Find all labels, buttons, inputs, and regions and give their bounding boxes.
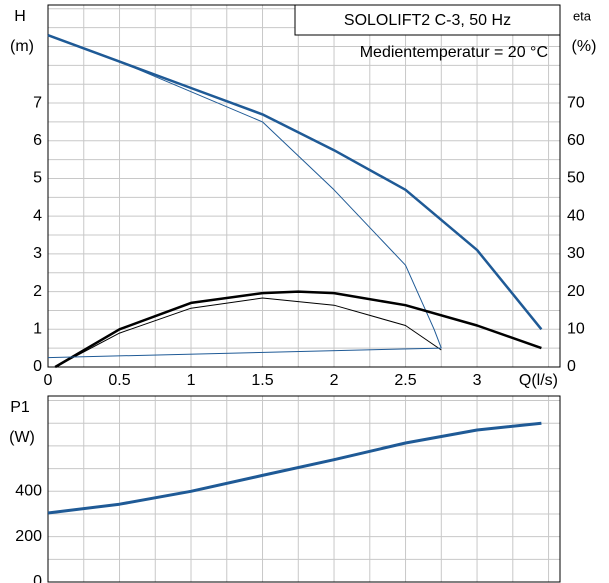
y-tick-label: 7 bbox=[33, 94, 42, 111]
y2-tick-label: 30 bbox=[567, 245, 585, 262]
x-tick-label: 2.5 bbox=[394, 372, 416, 389]
chart-title: SOLOLIFT2 C-3, 50 Hz bbox=[344, 12, 511, 29]
y-tick-label: 0 bbox=[33, 358, 42, 375]
y2-tick-label: 50 bbox=[567, 170, 585, 187]
x-tick-label: 2 bbox=[330, 372, 339, 389]
curve bbox=[47, 34, 442, 349]
x-tick-label: 1 bbox=[187, 372, 196, 389]
y-axis-unit: (W) bbox=[9, 429, 35, 446]
x-tick-label: 0 bbox=[44, 372, 53, 389]
chart-subtitle: Medientemperatur = 20 °C bbox=[360, 44, 548, 61]
y-tick-label: 2 bbox=[33, 283, 42, 300]
y2-axis-label: eta bbox=[573, 8, 592, 23]
y2-tick-label: 60 bbox=[567, 132, 585, 149]
y-tick-label: 5 bbox=[33, 170, 42, 187]
y2-tick-label: 20 bbox=[567, 283, 585, 300]
y-tick-label: 0 bbox=[33, 573, 42, 583]
x-tick-label: 1.5 bbox=[251, 372, 273, 389]
curve bbox=[54, 297, 442, 368]
y2-axis-unit: (%) bbox=[572, 38, 597, 55]
title-box bbox=[294, 4, 561, 36]
y-tick-label: 6 bbox=[33, 132, 42, 149]
y-tick-label: 3 bbox=[33, 245, 42, 262]
curve bbox=[47, 421, 542, 515]
curve bbox=[47, 347, 442, 359]
y2-tick-label: 70 bbox=[567, 94, 585, 111]
y-axis-unit: (m) bbox=[10, 38, 34, 55]
y2-tick-label: 10 bbox=[567, 321, 585, 338]
y-tick-label: 1 bbox=[33, 321, 42, 338]
plot-frame bbox=[47, 395, 561, 583]
x-tick-label: 3 bbox=[473, 372, 482, 389]
curve bbox=[54, 290, 542, 369]
y-axis-label: P1 bbox=[10, 399, 30, 416]
curve bbox=[47, 34, 543, 331]
y-tick-label: 200 bbox=[15, 528, 42, 545]
y-tick-label: 400 bbox=[15, 482, 42, 499]
y-axis-label: H bbox=[14, 8, 26, 25]
y2-tick-label: 0 bbox=[567, 358, 576, 375]
x-tick-label: 0.5 bbox=[108, 372, 130, 389]
y-tick-label: 4 bbox=[33, 207, 42, 224]
y2-tick-label: 40 bbox=[567, 207, 585, 224]
x-axis-label: Q(l/s) bbox=[519, 372, 558, 389]
